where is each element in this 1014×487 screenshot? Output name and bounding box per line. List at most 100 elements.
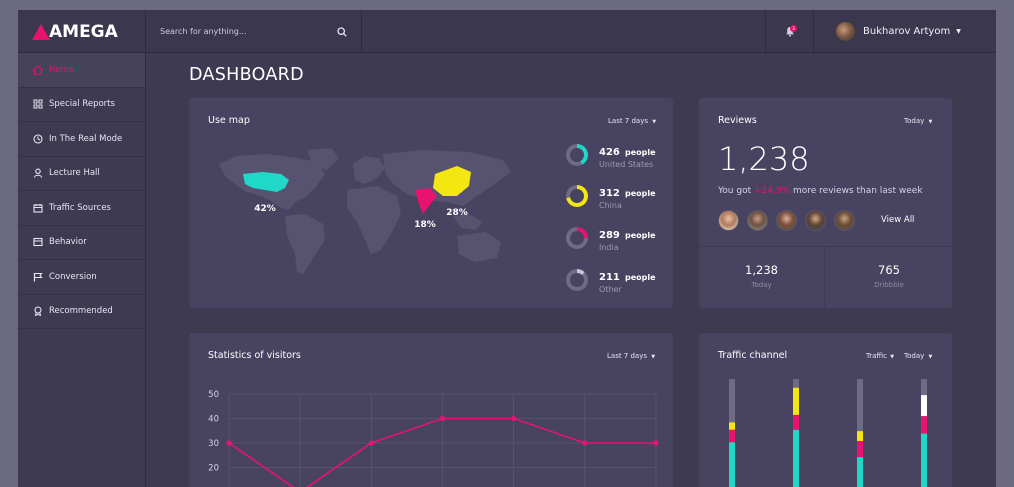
- sidebar-item-special-reports[interactable]: Special Reports: [18, 88, 145, 122]
- search-icon[interactable]: [337, 26, 347, 37]
- legend-item-china: 312 people China: [566, 181, 656, 210]
- map-greenland: [307, 148, 339, 170]
- reviews-stats: 1,238 Today 765 Dribbble: [699, 246, 952, 309]
- notifications-button[interactable]: 3: [765, 10, 813, 53]
- traffic-filter-dropdown[interactable]: Traffic ▼: [866, 352, 894, 360]
- map-south-america: [285, 214, 325, 274]
- map-india: [415, 188, 437, 214]
- visitors-card: Statistics of visitors Last 7 days ▼ 50 4…: [189, 333, 673, 487]
- view-all-link[interactable]: View All: [881, 215, 915, 225]
- avatar[interactable]: [747, 210, 768, 231]
- avatar[interactable]: [776, 210, 797, 231]
- map-label-india: 18%: [414, 220, 436, 230]
- avatar[interactable]: [834, 210, 855, 231]
- home-icon: [32, 65, 44, 75]
- reviews-card: Reviews Today ▼ 1,238 You got +24,9% mor…: [699, 98, 952, 309]
- traffic-bar-segment: [921, 395, 927, 417]
- legend-count: 426: [599, 147, 620, 158]
- award-icon: [34, 306, 42, 317]
- search-bar: [146, 10, 362, 53]
- stat-value: 765: [878, 263, 900, 277]
- sidebar-item-recommended[interactable]: Recommended: [18, 295, 145, 329]
- sidebar-item-real-mode[interactable]: In The Real Mode: [18, 122, 145, 157]
- legend-count: 312: [599, 188, 620, 199]
- data-point: [439, 415, 446, 422]
- notification-badge: 3: [790, 25, 797, 32]
- visitors-line-chart: 5040302010: [208, 390, 659, 487]
- legend-item-other: 211 people Other: [566, 265, 656, 294]
- legend-country: China: [599, 201, 622, 210]
- traffic-bar-segment: [921, 416, 927, 434]
- map-usa: [243, 172, 289, 192]
- donut-chart: [566, 184, 588, 207]
- sidebar-item-behavior[interactable]: Behavior: [18, 226, 145, 260]
- calendar-icon: [33, 203, 43, 213]
- traffic-bar-chart: [729, 379, 927, 487]
- map-europe: [353, 156, 385, 184]
- clock-icon: [33, 134, 43, 144]
- page-title: DASHBOARD: [189, 65, 304, 85]
- legend-country: India: [599, 243, 619, 252]
- card-title: Use map: [208, 115, 250, 126]
- avatar: [836, 22, 855, 41]
- sidebar-item-traffic-sources[interactable]: Traffic Sources: [18, 191, 145, 226]
- traffic-bar-segment: [921, 433, 927, 487]
- traffic-bar-segment: [857, 457, 863, 487]
- traffic-bar-segment: [729, 379, 735, 423]
- legend-unit: people: [624, 148, 656, 157]
- chevron-down-icon: ▼: [890, 354, 895, 360]
- legend-count: 211: [599, 272, 620, 283]
- y-tick-label: 20: [208, 464, 219, 474]
- search-input[interactable]: [160, 27, 337, 36]
- stat-label: Today: [751, 281, 772, 289]
- sidebar: Home Special Reports In The Real Mode Le…: [18, 53, 146, 487]
- map-se-asia: [453, 214, 483, 230]
- card-title: Reviews: [718, 115, 757, 126]
- browser-icon: [33, 238, 43, 247]
- range-dropdown[interactable]: Last 7 days ▼: [607, 352, 655, 360]
- stat-label: Dribbble: [874, 281, 904, 289]
- data-point: [511, 415, 517, 422]
- reviews-summary-suffix: more reviews than last week: [790, 186, 923, 196]
- user-name: Bukharov Artyom: [863, 26, 951, 37]
- traffic-bar-segment: [729, 442, 735, 487]
- traffic-bar-segment: [857, 441, 863, 458]
- range-dropdown[interactable]: Today ▼: [904, 117, 932, 125]
- user-menu[interactable]: Bukharov Artyom ▼: [813, 10, 996, 53]
- sidebar-item-home[interactable]: Home: [18, 53, 145, 88]
- sidebar-item-label: In The Real Mode: [49, 133, 123, 144]
- sidebar-item-label: Recommended: [49, 306, 113, 317]
- reviews-summary: You got +24,9% more reviews than last we…: [718, 186, 923, 196]
- reviews-growth: +24,9%: [753, 186, 791, 196]
- traffic-filter-label: Traffic: [866, 352, 888, 360]
- sidebar-item-label: Home: [49, 64, 75, 75]
- sidebar-item-conversion[interactable]: Conversion: [18, 260, 145, 295]
- stat-today: 1,238 Today: [699, 247, 825, 309]
- reviewer-avatars: [718, 210, 863, 231]
- avatar[interactable]: [805, 210, 826, 231]
- use-map-card: Use map Last 7 days ▼: [189, 98, 673, 308]
- traffic-bar-segment: [921, 379, 927, 396]
- top-bar: AMEGA 3 Bukharov Artyom ▼: [18, 10, 996, 53]
- stat-dribbble: 765 Dribbble: [826, 247, 952, 309]
- legend-unit: people: [624, 273, 656, 282]
- y-tick-label: 40: [208, 415, 219, 425]
- donut-chart: [566, 143, 588, 166]
- range-dropdown[interactable]: Today ▼: [904, 352, 932, 360]
- range-dropdown-label: Last 7 days: [608, 117, 649, 125]
- sidebar-item-label: Behavior: [49, 237, 87, 248]
- world-map: 42% 18% 28%: [219, 148, 511, 274]
- range-dropdown[interactable]: Last 7 days ▼: [608, 117, 656, 125]
- chevron-down-icon: ▼: [928, 119, 933, 125]
- avatar[interactable]: [718, 210, 739, 231]
- app-window: AMEGA 3 Bukharov Artyom ▼ Home: [18, 10, 996, 487]
- grid-icon: [33, 99, 43, 109]
- chevron-down-icon: ▼: [652, 119, 657, 125]
- logo[interactable]: AMEGA: [18, 10, 146, 53]
- data-point: [226, 440, 232, 446]
- data-point: [368, 440, 374, 446]
- sidebar-item-lecture-hall[interactable]: Lecture Hall: [18, 157, 145, 191]
- traffic-bar-segment: [729, 429, 735, 443]
- y-tick-label: 30: [208, 439, 219, 449]
- data-point: [653, 440, 659, 446]
